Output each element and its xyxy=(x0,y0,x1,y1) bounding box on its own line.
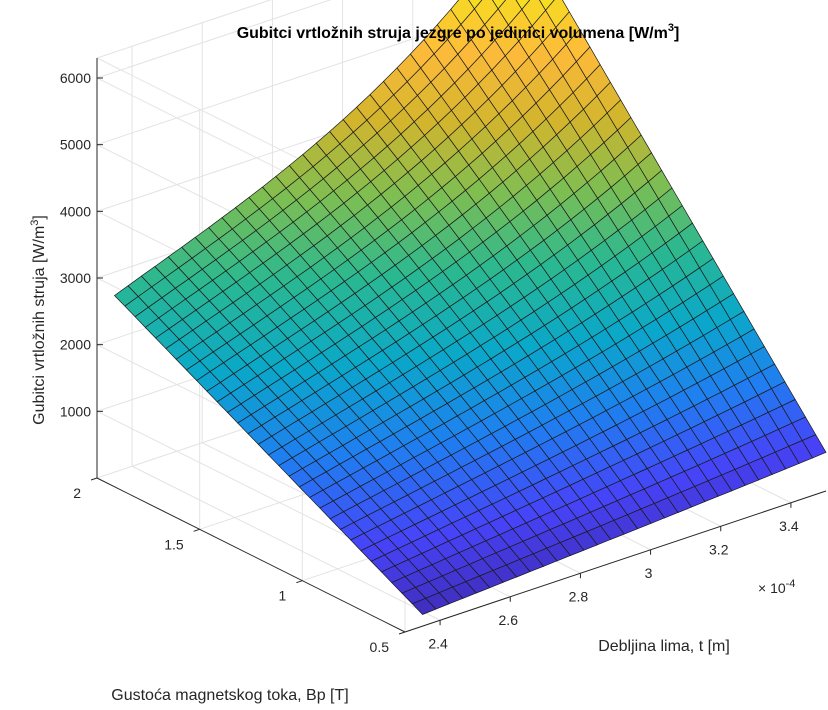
x-tick-label: 3.2 xyxy=(709,541,729,557)
tick-labels: 2.4 2.6 2.8 3 3.2 3.4 0.5 1 1.5 2 1000 2000 3000 4000… xyxy=(60,70,799,655)
y-tick-mark xyxy=(90,477,98,481)
surface-patch xyxy=(801,434,827,459)
x-tick-label: 2.4 xyxy=(428,635,448,651)
z-axis-label: Gubitci vrtložnih struja [W/m3] xyxy=(29,215,48,425)
x-axis-label: Debljina lima, t [m] xyxy=(598,638,730,655)
x-tick-label: 2.6 xyxy=(499,612,519,628)
z-tick-label: 4000 xyxy=(60,203,91,219)
chart-title: Gubitci vrtložnih struja jezgre po jedin… xyxy=(237,22,680,42)
surface-patch xyxy=(492,0,507,10)
box-edge xyxy=(96,0,272,59)
y-tick-label: 1 xyxy=(279,588,287,604)
x-tick-label: 3.4 xyxy=(779,518,799,534)
floor-grid-line xyxy=(131,465,441,621)
back-wall-grid-line xyxy=(96,0,332,79)
z-tick-label: 1000 xyxy=(60,403,91,419)
x-axis-line xyxy=(404,490,827,633)
surface-patch xyxy=(468,0,483,10)
x-tick-label: 2.8 xyxy=(569,588,589,604)
y-axis-label: Gustoća magnetskog toka, Bp [T] xyxy=(111,687,348,704)
z-tick-label: 3000 xyxy=(60,270,91,286)
y-tick-label: 1.5 xyxy=(164,536,184,552)
x-axis-multiplier: × 10-4 xyxy=(758,578,795,596)
y-tick-label: 2 xyxy=(73,485,81,501)
z-tick-label: 5000 xyxy=(60,137,91,153)
z-tick-label: 6000 xyxy=(60,70,91,86)
axes xyxy=(90,58,827,635)
x-tick-label: 3 xyxy=(645,565,653,581)
y-tick-mark xyxy=(398,631,406,635)
y-tick-mark xyxy=(193,528,200,532)
z-tick-label: 2000 xyxy=(60,337,91,353)
y-axis-line xyxy=(96,477,406,633)
y-tick-label: 0.5 xyxy=(370,639,390,655)
surface-mesh xyxy=(113,0,827,615)
surface-patch xyxy=(539,0,555,11)
y-tick-mark xyxy=(296,580,303,584)
surface-patch xyxy=(515,0,531,10)
